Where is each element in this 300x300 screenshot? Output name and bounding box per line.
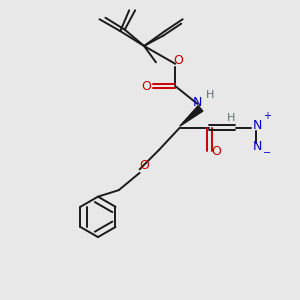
Text: O: O bbox=[173, 54, 183, 67]
Text: N: N bbox=[252, 140, 262, 153]
Polygon shape bbox=[180, 106, 203, 126]
Text: O: O bbox=[139, 159, 149, 172]
Text: N: N bbox=[193, 96, 202, 109]
Text: O: O bbox=[142, 80, 152, 93]
Text: +: + bbox=[263, 111, 272, 122]
Text: O: O bbox=[211, 145, 221, 158]
Text: H: H bbox=[206, 90, 214, 100]
Text: −: − bbox=[263, 148, 272, 158]
Text: N: N bbox=[252, 119, 262, 132]
Text: H: H bbox=[227, 113, 235, 123]
